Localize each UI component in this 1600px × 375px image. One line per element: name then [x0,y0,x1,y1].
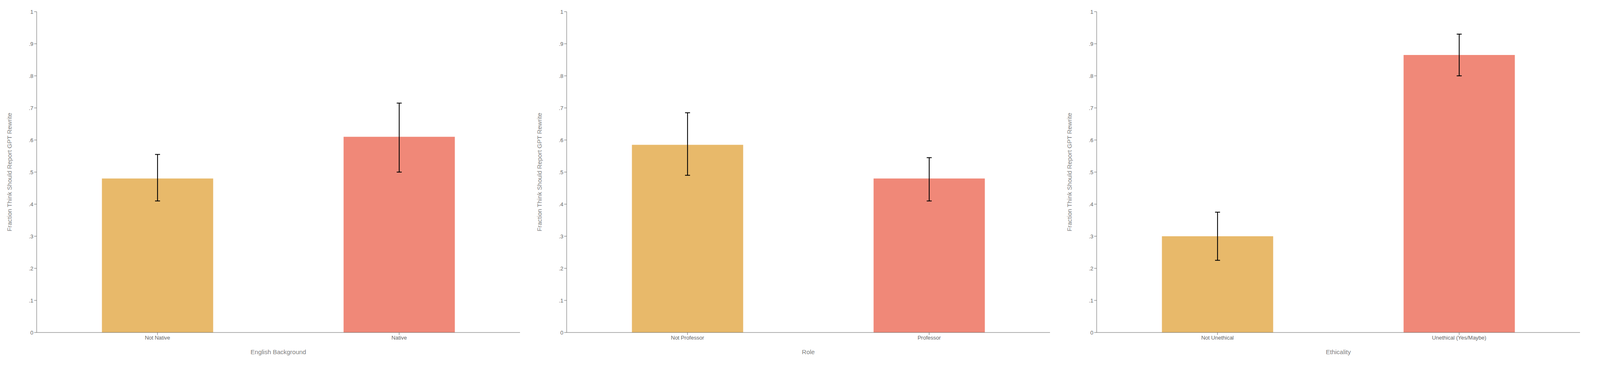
svg-text:.5: .5 [558,169,564,176]
svg-text:English Background: English Background [250,348,306,356]
svg-text:.2: .2 [28,265,34,272]
svg-text:.5: .5 [1088,169,1094,176]
svg-text:Fraction Think Should Report G: Fraction Think Should Report GPT Rewrite [1065,112,1073,232]
svg-text:Fraction Think Should Report G: Fraction Think Should Report GPT Rewrite [5,112,13,232]
svg-text:.5: .5 [28,169,34,176]
svg-text:Not Professor: Not Professor [670,334,705,341]
svg-text:.3: .3 [1088,233,1094,240]
svg-text:Not Unethical: Not Unethical [1201,334,1234,341]
svg-text:.1: .1 [558,297,564,304]
svg-text:Unethical (Yes/Maybe): Unethical (Yes/Maybe) [1432,334,1487,341]
svg-text:1: 1 [30,8,34,15]
svg-text:Fraction Think Should Report G: Fraction Think Should Report GPT Rewrite [535,112,543,232]
svg-text:.7: .7 [1088,105,1094,112]
svg-text:Professor: Professor [917,334,941,341]
svg-text:.6: .6 [28,137,34,144]
svg-text:.6: .6 [558,137,564,144]
svg-text:.8: .8 [28,72,34,80]
svg-text:1: 1 [1090,8,1094,15]
svg-text:.2: .2 [1088,265,1094,272]
svg-text:.7: .7 [28,105,34,112]
svg-text:.3: .3 [28,233,34,240]
svg-text:.4: .4 [1088,201,1094,208]
svg-text:.4: .4 [28,201,34,208]
svg-text:.9: .9 [28,40,34,48]
svg-text:Role: Role [802,348,815,356]
svg-text:.7: .7 [558,105,564,112]
svg-text:1: 1 [560,8,564,15]
svg-text:.4: .4 [558,201,564,208]
svg-text:.1: .1 [28,297,34,304]
svg-text:.9: .9 [1088,40,1094,48]
svg-text:.3: .3 [558,233,564,240]
svg-text:Not Native: Not Native [145,334,171,341]
svg-text:.9: .9 [558,40,564,48]
svg-text:.6: .6 [1088,137,1094,144]
svg-text:.8: .8 [558,72,564,80]
svg-text:.1: .1 [1088,297,1094,304]
svg-text:0: 0 [560,329,564,336]
svg-text:0: 0 [30,329,34,336]
svg-text:.8: .8 [1088,72,1094,80]
svg-text:0: 0 [1090,329,1094,336]
svg-text:Native: Native [391,334,408,341]
svg-text:.2: .2 [558,265,564,272]
svg-text:Ethicality: Ethicality [1325,348,1352,356]
